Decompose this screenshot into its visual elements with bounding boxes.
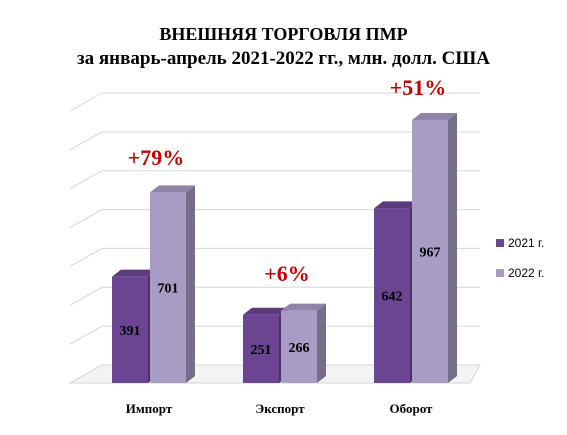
legend-swatch-2021: [496, 239, 504, 247]
legend-item-2021: 2021 г.: [496, 236, 544, 250]
data-label: 967: [420, 245, 441, 260]
growth-annotation: +6%: [264, 261, 310, 286]
category-label: Экспорт: [255, 401, 305, 416]
bar: [412, 119, 448, 383]
growth-annotation: +79%: [128, 145, 185, 170]
gridline-side: [69, 92, 103, 112]
bar: [243, 314, 279, 383]
gridline-side: [69, 170, 103, 190]
chart-subtitle: за январь-апрель 2021-2022 гг., млн. дол…: [77, 48, 490, 69]
bar-side: [317, 303, 326, 383]
legend-swatch-2022: [496, 269, 504, 277]
bar-side: [186, 185, 195, 383]
bar: [374, 208, 410, 383]
bar: [112, 276, 148, 383]
data-label: 251: [251, 343, 272, 358]
bar-top: [412, 112, 457, 120]
gridline-side: [69, 325, 103, 345]
bar-top: [112, 269, 157, 277]
bar-top: [281, 303, 326, 311]
gridline-side: [69, 286, 103, 306]
bar: [281, 310, 317, 383]
legend-item-2022: 2022 г.: [496, 266, 544, 280]
legend-label-2022: 2022 г.: [508, 266, 545, 280]
gridline-side: [69, 247, 103, 267]
chart-title: ВНЕШНЯЯ ТОРГОВЛЯ ПМР: [159, 24, 408, 44]
bar-side: [448, 112, 457, 383]
category-label: Оборот: [390, 401, 433, 416]
category-label: Импорт: [126, 401, 173, 416]
data-label: 391: [120, 324, 141, 339]
bar-top: [150, 185, 195, 193]
gridline-side: [69, 131, 103, 151]
data-label: 642: [382, 290, 403, 305]
data-label: 701: [158, 282, 179, 297]
growth-annotation: +51%: [390, 75, 447, 100]
data-label: 266: [289, 341, 310, 356]
legend-label-2021: 2021 г.: [508, 236, 545, 250]
bar-top: [374, 201, 419, 209]
gridline-side: [69, 209, 103, 229]
bar-top: [243, 307, 288, 315]
bar: [150, 192, 186, 383]
